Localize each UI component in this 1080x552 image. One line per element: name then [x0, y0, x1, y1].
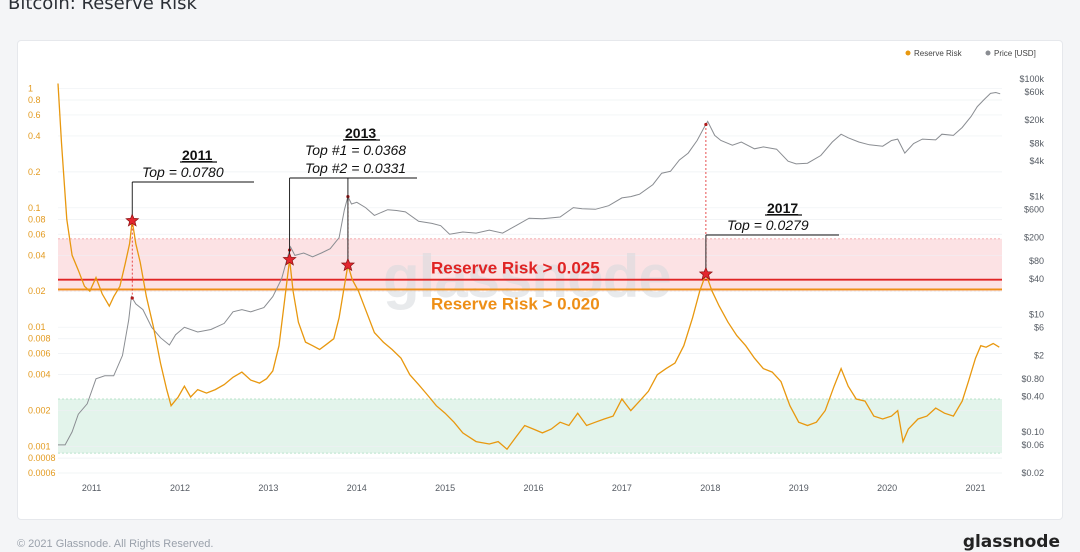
legend-reserve-risk-dot — [905, 50, 911, 56]
threshold-layer: Reserve Risk > 0.025 Reserve Risk > 0.020 — [58, 259, 1002, 313]
top-star-icon — [340, 257, 356, 272]
top-star-icon — [282, 252, 297, 266]
band-top-zone — [58, 238, 1002, 292]
footer-brand-logo: glassnode — [962, 532, 1060, 552]
right-axis-tick-label: $0.06 — [1021, 440, 1044, 450]
left-axis-tick-label: 0.004 — [28, 370, 51, 380]
right-axis-tick-label: $80 — [1029, 256, 1044, 266]
reserve-risk-line — [57, 83, 1000, 451]
page-title: Bitcoin: Reserve Risk — [8, 0, 197, 14]
x-axis-tick-label: 2017 — [612, 483, 632, 493]
left-axis-tick-label: 0.4 — [28, 131, 41, 141]
annotation-value: Top = 0.0279 — [727, 217, 809, 233]
right-axis-tick-label: $0.80 — [1021, 374, 1044, 384]
annotation-year: 2011 — [182, 147, 213, 163]
right-axis-tick-label: $1k — [1029, 192, 1044, 202]
right-axis-tick-label: $100k — [1019, 74, 1044, 84]
left-axis-tick-label: 0.06 — [28, 229, 46, 239]
right-axis-tick-label: $2 — [1034, 350, 1044, 360]
annotation-year: 2013 — [345, 125, 376, 141]
left-axis-tick-label: 0.2 — [28, 167, 41, 177]
left-axis-tick-label: 0.08 — [28, 214, 46, 224]
left-axis-tick-label: 0.0006 — [28, 468, 56, 478]
threshold-label: Reserve Risk > 0.025 — [431, 259, 600, 278]
price-line — [58, 91, 1001, 446]
left-axis-tick-label: 0.04 — [28, 250, 46, 260]
left-axis-tick-label: 0.002 — [28, 406, 51, 416]
x-axis-tick-label: 2011 — [82, 483, 101, 493]
left-axis-tick-label: 1 — [28, 83, 33, 93]
left-axis-tick-label: 0.6 — [28, 110, 41, 120]
right-axis-tick-label: $600 — [1024, 205, 1044, 215]
left-axis-tick-label: 0.02 — [28, 286, 46, 296]
threshold-label: Reserve Risk > 0.020 — [431, 294, 600, 313]
left-axis-tick-label: 0.1 — [28, 203, 41, 213]
right-axis-tick-label: $4k — [1029, 156, 1044, 166]
right-axis-ticks: $100k $60k $20k $8k $4k $1k $600 $200 $80 $40 $10 $… — [1019, 74, 1044, 478]
right-axis-tick-label: $60k — [1024, 87, 1044, 97]
x-axis-ticks: 2011 2012 2013 2014 2015 2016 2017 2018 2019 2020… — [82, 483, 986, 493]
legend-price-label[interactable]: Price [USD] — [994, 49, 1036, 58]
right-axis-tick-label: $0.40 — [1021, 391, 1044, 401]
right-axis-tick-label: $0.10 — [1021, 427, 1044, 437]
x-axis-tick-label: 2013 — [258, 483, 278, 493]
x-axis-tick-label: 2016 — [524, 483, 544, 493]
legend-reserve-risk-label[interactable]: Reserve Risk — [914, 49, 963, 58]
left-axis-tick-label: 0.8 — [28, 95, 41, 105]
right-axis-tick-label: $8k — [1029, 139, 1044, 149]
x-axis-tick-label: 2015 — [435, 483, 455, 493]
left-axis-tick-label: 0.0008 — [28, 453, 56, 463]
legend: Reserve Risk Price [USD] — [905, 49, 1036, 58]
top-star-icon — [698, 266, 714, 280]
left-axis-tick-label: 0.006 — [28, 349, 51, 359]
left-axis-tick-label: 0.01 — [28, 322, 46, 332]
left-axis-tick-label: 0.008 — [28, 334, 51, 344]
top-star-icon — [125, 213, 140, 227]
right-axis-tick-label: $200 — [1024, 233, 1044, 243]
right-axis-tick-label: $10 — [1029, 309, 1044, 319]
left-axis-tick-label: 0.001 — [28, 442, 51, 452]
right-axis-tick-label: $0.02 — [1021, 468, 1044, 478]
bands-layer — [58, 238, 1002, 454]
band-bottom-zone — [58, 399, 1002, 454]
watermark: glassnode — [383, 243, 671, 310]
right-axis-tick-label: $6 — [1034, 322, 1044, 332]
right-axis-tick-label: $40 — [1029, 274, 1044, 284]
price-top-dot — [704, 122, 708, 127]
x-axis-tick-label: 2020 — [877, 483, 897, 493]
legend-price-dot — [985, 50, 991, 56]
x-axis-tick-label: 2018 — [700, 483, 720, 493]
annotation-value: Top #2 = 0.0331 — [305, 160, 406, 176]
left-axis-ticks: 1 0.8 0.6 0.4 0.2 0.10.08 0.06 0.04 0.02 0.01 0.00… — [28, 83, 56, 478]
x-axis-tick-label: 2021 — [965, 483, 985, 493]
annotation-value: Top = 0.0780 — [142, 164, 224, 180]
x-axis-tick-label: 2012 — [170, 483, 190, 493]
price-top-dot — [130, 296, 134, 300]
right-axis-tick-label: $20k — [1024, 115, 1044, 125]
x-axis-tick-label: 2014 — [347, 483, 367, 493]
annotation-value: Top #1 = 0.0368 — [305, 142, 406, 158]
copyright-text: © 2021 Glassnode. All Rights Reserved. — [17, 538, 214, 550]
annotation-year: 2017 — [767, 200, 798, 216]
x-axis-tick-label: 2019 — [789, 483, 809, 493]
chart-card: glassnode Reserve Risk > 0.025 Reserve Ri… — [17, 40, 1063, 520]
